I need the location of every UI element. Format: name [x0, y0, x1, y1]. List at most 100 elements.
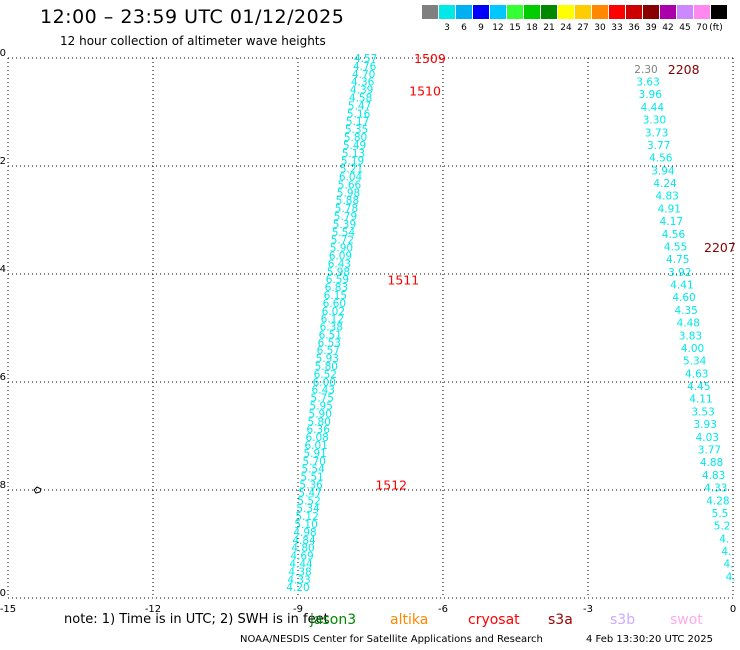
wave-height-label: 5.98 — [327, 266, 350, 278]
wave-height-label: 5.80 — [315, 361, 338, 373]
wave-height-label: 4.28 — [706, 495, 729, 507]
wave-height-label: 3.73 — [645, 127, 668, 139]
legend-swatch — [575, 5, 591, 19]
x-tick-label: -6 — [438, 604, 448, 615]
pass-time-label: 2207 — [704, 240, 736, 255]
legend-label: 3 — [444, 23, 450, 33]
wave-height-label: 4. — [721, 546, 731, 558]
wave-height-label: 6.00 — [313, 377, 336, 389]
legend-label: 45 — [679, 23, 691, 33]
wave-height-label: 5.52 — [297, 495, 320, 507]
wave-height-label: 4.03 — [696, 432, 719, 444]
pass-time-label: 2208 — [668, 62, 700, 77]
chart-subtitle: 12 hour collection of altimeter wave hei… — [60, 34, 326, 48]
y-tick-label: -2 — [0, 156, 6, 167]
y-tick-label: -10 — [0, 588, 6, 599]
wave-height-label: 6.59 — [326, 274, 349, 286]
legend-label: 24 — [560, 23, 572, 33]
wave-height-label: 4.24 — [653, 178, 677, 190]
wave-height-label: 4.33 — [287, 574, 310, 586]
wave-height-label: 5.79 — [334, 211, 357, 223]
wave-height-label: 5.5 — [712, 508, 729, 520]
wave-height-label: 4.58 — [349, 92, 372, 104]
wave-height-label: 6.43 — [312, 385, 335, 397]
wave-height-label: 5.70 — [302, 456, 325, 468]
x-tick-label: -3 — [583, 604, 593, 615]
wave-height-label: 4.60 — [672, 292, 695, 304]
wave-height-label: 5.90 — [330, 243, 353, 255]
legend-swatch — [456, 5, 472, 19]
wave-height-label: 5.54 — [332, 227, 356, 239]
wave-height-label: 4.33 — [704, 483, 727, 495]
wave-height-label: 6.01 — [304, 440, 327, 452]
wave-height-label: 3.30 — [643, 115, 666, 127]
wave-height-label: 5.35 — [345, 124, 368, 136]
wave-height-label: 5.98 — [337, 187, 360, 199]
wave-height-label: 6.08 — [305, 432, 328, 444]
y-tick-label: -8 — [0, 480, 6, 491]
legend-label: 9 — [478, 23, 484, 33]
wave-height-label: 4.80 — [291, 543, 314, 555]
legend-label: 39 — [645, 23, 657, 33]
legend-swatch — [711, 5, 727, 19]
legend-label: 30 — [594, 23, 606, 33]
legend-label: 42 — [662, 23, 674, 33]
wave-height-label: 5.78 — [335, 203, 358, 215]
legend-swatch — [592, 5, 608, 19]
mission-swot: swot — [670, 612, 703, 628]
legend-swatch — [609, 5, 625, 19]
wave-height-label: 5.51 — [300, 472, 323, 484]
wave-height-label: 5.13 — [342, 148, 365, 160]
wave-height-label: 4.44 — [289, 559, 313, 571]
island-outline — [33, 486, 42, 494]
wave-height-label: 4.56 — [662, 229, 686, 241]
legend-label: 6 — [461, 23, 467, 33]
wave-height-label: 4.70 — [352, 69, 375, 81]
wave-height-label: 6.38 — [320, 322, 343, 334]
wave-height-label: 3.92 — [668, 267, 691, 279]
wave-height-label: 4.45 — [687, 381, 710, 393]
legend-swatch — [643, 5, 659, 19]
wave-height-label: 4.98 — [293, 527, 316, 539]
wave-height-label: 4.38 — [288, 566, 311, 578]
wave-height-label: 5.47 — [348, 100, 371, 112]
wave-height-label: 5.47 — [298, 487, 321, 499]
wave-height-label: 4.76 — [353, 61, 377, 73]
wave-height-label: 4.00 — [681, 343, 704, 355]
wave-height-label: 4.83 — [655, 191, 678, 203]
wave-height-label: 4. — [726, 571, 736, 583]
wave-height-label: 4.63 — [685, 368, 708, 380]
legend-label: 15 — [509, 23, 521, 33]
wave-height-label: 4.48 — [677, 318, 700, 330]
wave-height-label: 5.21 — [340, 164, 363, 176]
wave-height-label: 4.83 — [702, 470, 725, 482]
legend-swatch — [473, 5, 489, 19]
wave-height-label: 5.72 — [331, 235, 354, 247]
legend-swatch — [694, 5, 710, 19]
wave-height-label: 5.19 — [341, 156, 364, 168]
legend-label: 12 — [492, 23, 504, 33]
pass-time-label: 1511 — [387, 272, 419, 287]
wave-height-label: 4.75 — [666, 254, 689, 266]
wave-height-label: 4.35 — [674, 305, 697, 317]
generated-timestamp: 4 Feb 13:30:20 UTC 2025 — [586, 634, 713, 645]
wave-height-label: 6.04 — [339, 171, 363, 183]
credit-line: NOAA/NESDIS Center for Satellite Applica… — [240, 634, 543, 645]
wave-height-label: 5.91 — [303, 448, 326, 460]
legend-swatch — [422, 5, 438, 19]
wave-height-label: 4.57 — [354, 53, 377, 65]
wave-height-label: 3.93 — [694, 419, 717, 431]
wave-height-label: 5.17 — [346, 116, 369, 128]
pass-time-label: 1512 — [375, 478, 407, 493]
wave-height-label: 4.91 — [658, 203, 681, 215]
wave-height-label: 3.77 — [698, 445, 721, 457]
legend-swatch — [541, 5, 557, 19]
legend-swatch — [490, 5, 506, 19]
wave-height-label: 6.53 — [318, 337, 341, 349]
wave-height-label: 5.88 — [336, 195, 359, 207]
legend-label: 21 — [543, 23, 555, 33]
wave-height-label: 3.94 — [651, 165, 675, 177]
wave-height-label: 6.36 — [307, 424, 331, 436]
wave-height-label: 5.80 — [344, 132, 367, 144]
